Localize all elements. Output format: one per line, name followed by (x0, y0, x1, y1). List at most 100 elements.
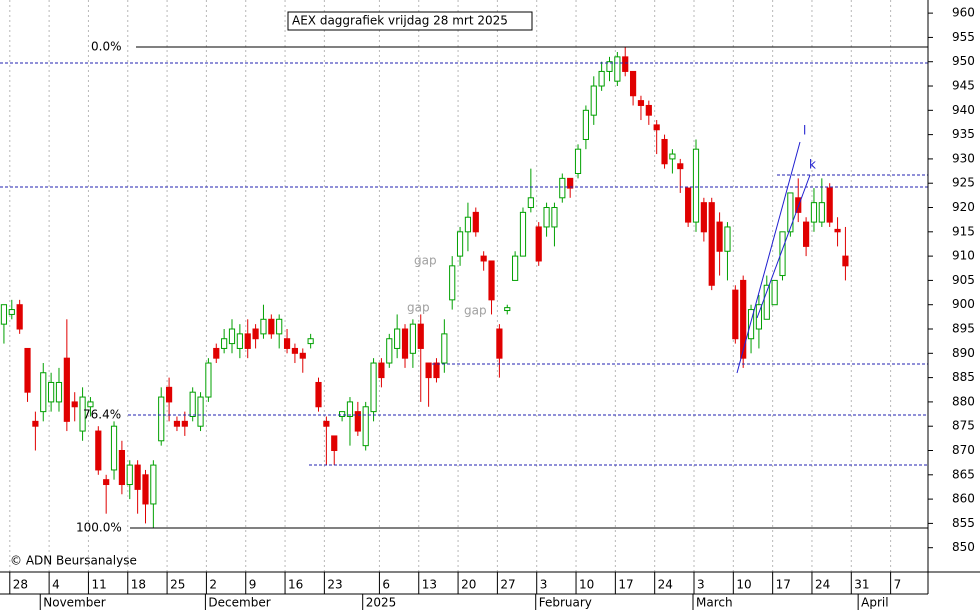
candle-body (590, 85, 597, 116)
candle-body (197, 396, 204, 427)
y-tick-label: 905 (952, 273, 975, 287)
x-tick-label: 24 (815, 578, 830, 592)
candle-body (205, 362, 212, 398)
candle-body (614, 56, 621, 82)
candle-body (834, 228, 841, 233)
candle-body (315, 381, 322, 408)
x-tick-label: 27 (500, 578, 515, 592)
candle-body (236, 333, 243, 349)
y-tick-label: 925 (952, 176, 975, 190)
candle-body (433, 362, 440, 379)
candle-body (724, 226, 731, 252)
candle-body (48, 381, 55, 403)
candle-body (519, 211, 527, 257)
candle-body (747, 309, 755, 340)
candle-body (708, 202, 715, 286)
candle-body (0, 304, 8, 325)
candle-body (8, 309, 15, 315)
candle-body (244, 333, 251, 349)
trend-line (756, 174, 811, 319)
y-tick-label: 885 (952, 370, 975, 384)
y-tick-label: 940 (952, 103, 975, 117)
title-box (287, 11, 533, 31)
candle-body (331, 435, 338, 452)
month-label: November (43, 596, 105, 610)
candle-body (213, 347, 220, 359)
candle-body (669, 153, 676, 160)
candle-body (401, 328, 409, 359)
candle-body (173, 420, 181, 427)
x-tick-label: 18 (131, 578, 146, 592)
trend-label: l (803, 124, 806, 138)
candle-body (409, 323, 416, 354)
candle-body (354, 411, 361, 432)
candle-body (110, 425, 118, 471)
candle-body (810, 202, 818, 223)
candle-body (740, 279, 747, 359)
x-tick-label: 3 (540, 578, 548, 592)
x-tick-label: 17 (776, 578, 791, 592)
candle-body (818, 202, 825, 223)
candle-body (637, 100, 645, 106)
candle-body (629, 70, 637, 97)
y-tick-label: 945 (952, 79, 975, 93)
candle-body (71, 401, 78, 408)
candle-body (32, 420, 39, 427)
candle-body (425, 362, 432, 379)
gap-label: gap (407, 301, 430, 315)
candle-body (268, 318, 275, 335)
x-tick-label: 31 (854, 578, 869, 592)
x-tick-label: 6 (382, 578, 390, 592)
candle-body (496, 328, 503, 359)
x-tick-label: 2 (209, 578, 217, 592)
candle-body (826, 187, 833, 223)
x-tick-label: 13 (422, 578, 437, 592)
candle-body (527, 197, 534, 209)
y-tick-label: 910 (952, 249, 975, 263)
candle-body (441, 333, 448, 364)
candle-body (346, 401, 354, 417)
candle-body (464, 216, 472, 233)
candle-body (299, 352, 306, 359)
x-tick-label: 23 (327, 578, 342, 592)
candle-body (622, 56, 629, 72)
candle-body (551, 207, 558, 228)
candle-body (574, 148, 582, 174)
candle-body (339, 411, 346, 417)
candle-body (24, 347, 31, 393)
candle-body (126, 464, 133, 486)
x-tick-label: 28 (13, 578, 28, 592)
candle-body (370, 362, 377, 413)
y-tick-label: 935 (952, 127, 975, 141)
candle-body (134, 464, 141, 490)
gap-label: gap (464, 304, 487, 318)
x-tick-label: 10 (579, 578, 594, 592)
candle-body (559, 177, 566, 199)
candle-body (456, 231, 464, 257)
candle-body (543, 207, 550, 228)
candle-body (567, 177, 574, 189)
candle-body (291, 347, 299, 354)
y-tick-label: 860 (952, 492, 975, 506)
y-tick-label: 880 (952, 394, 975, 408)
x-tick-label: 9 (249, 578, 257, 592)
month-label: December (208, 596, 270, 610)
candle-body (582, 109, 589, 140)
y-tick-label: 920 (952, 200, 975, 214)
x-tick-label: 25 (170, 578, 185, 592)
y-tick-label: 930 (952, 151, 975, 165)
candle-body (598, 70, 605, 87)
candle-body (55, 381, 63, 403)
candle-body (323, 420, 330, 427)
candle-body (283, 338, 291, 349)
candle-body (362, 406, 369, 447)
candle-body (653, 124, 660, 131)
candle-body (449, 265, 456, 301)
month-label: April (861, 596, 888, 610)
x-tick-label: 20 (461, 578, 476, 592)
candle-body (307, 338, 314, 345)
candle-body (276, 318, 283, 335)
candle-body (504, 307, 511, 312)
candle-body (189, 391, 196, 417)
